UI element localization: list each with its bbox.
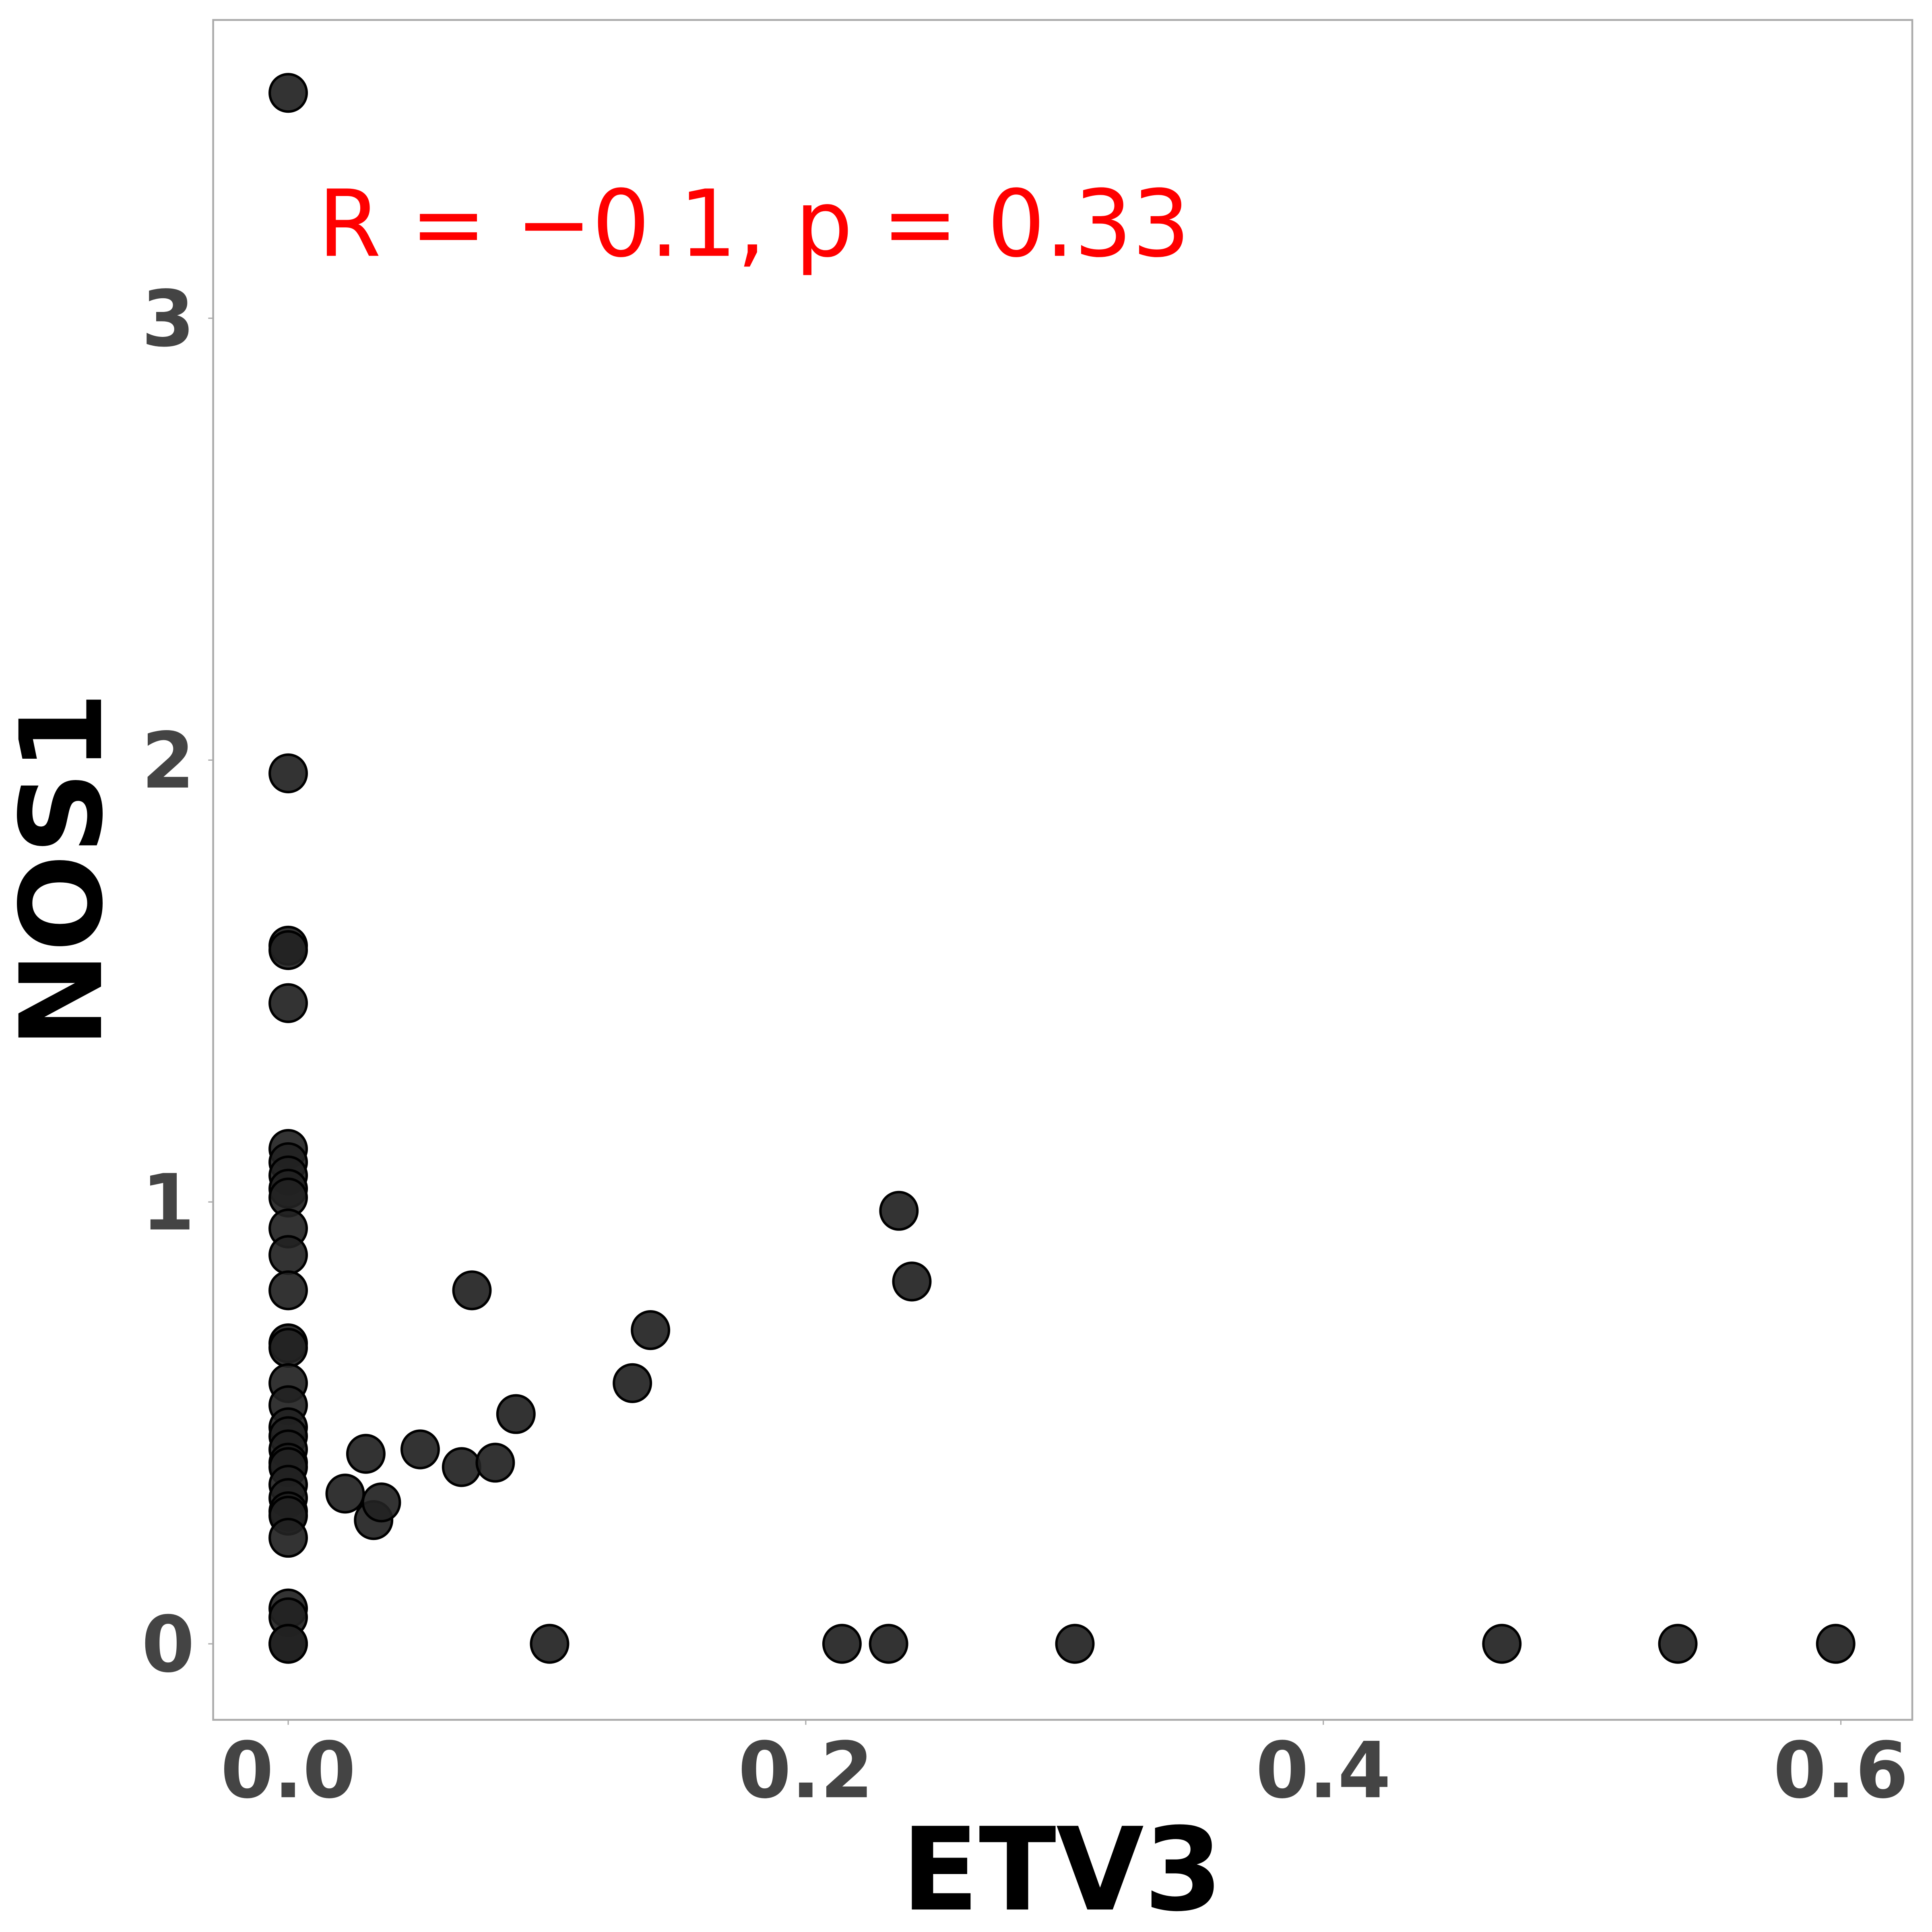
point bbox=[361, 1482, 401, 1523]
point bbox=[268, 1327, 308, 1368]
point bbox=[1658, 1624, 1698, 1664]
point bbox=[1055, 1624, 1095, 1664]
point bbox=[496, 1394, 536, 1434]
point bbox=[869, 1624, 908, 1664]
x-axis-title: ETV3 bbox=[902, 1803, 1223, 1932]
point bbox=[613, 1363, 652, 1403]
point bbox=[268, 73, 308, 113]
point bbox=[268, 930, 308, 970]
point bbox=[268, 1270, 308, 1311]
point bbox=[1816, 1624, 1856, 1664]
point bbox=[268, 1517, 308, 1558]
point bbox=[400, 1429, 440, 1470]
y-tick-label: 0 bbox=[142, 1600, 195, 1690]
point bbox=[442, 1447, 481, 1487]
point bbox=[325, 1474, 365, 1514]
point bbox=[268, 1624, 308, 1664]
point bbox=[268, 1235, 308, 1275]
y-tick-label: 2 bbox=[142, 716, 195, 806]
point bbox=[822, 1624, 862, 1664]
y-tick-label: 3 bbox=[142, 275, 195, 364]
y-tick-label: 1 bbox=[142, 1158, 195, 1248]
x-tick-label: 0.2 bbox=[738, 1726, 873, 1816]
x-tick-label: 0.4 bbox=[1256, 1726, 1391, 1816]
point bbox=[631, 1310, 671, 1350]
y-axis-title: NOS1 bbox=[0, 692, 128, 1048]
point bbox=[892, 1261, 932, 1302]
annotation: R = −0.1, p = 0.33 bbox=[318, 170, 1190, 278]
point bbox=[1482, 1624, 1522, 1664]
point bbox=[879, 1191, 919, 1231]
point bbox=[268, 983, 308, 1023]
point bbox=[346, 1434, 386, 1474]
x-tick-label: 0.6 bbox=[1773, 1726, 1908, 1816]
plot-frame bbox=[212, 19, 1913, 1721]
point bbox=[475, 1443, 515, 1483]
point bbox=[452, 1270, 492, 1311]
point bbox=[268, 753, 308, 793]
point bbox=[530, 1624, 570, 1664]
x-tick-label: 0.0 bbox=[221, 1726, 356, 1816]
